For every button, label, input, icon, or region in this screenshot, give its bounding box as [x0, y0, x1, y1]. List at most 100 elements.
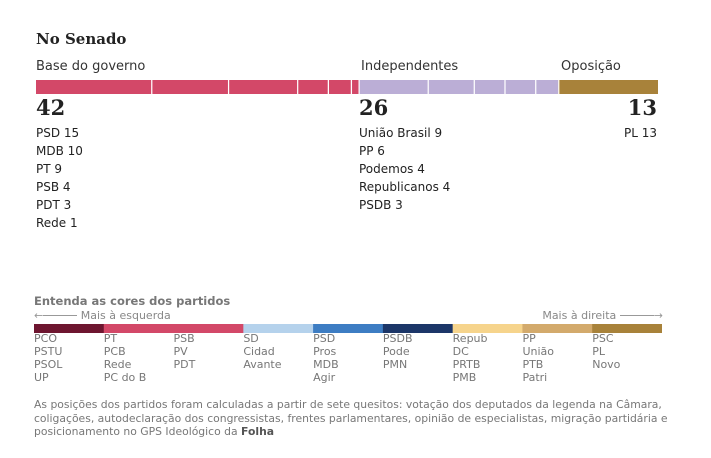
right-arrow-label: Mais à direita → — [542, 309, 663, 322]
left-label-text: Mais à esquerda — [80, 309, 171, 322]
chart-title: No Senado — [36, 30, 127, 48]
seat-segment-psd — [36, 80, 152, 94]
color-scale-block — [313, 324, 384, 333]
total-independentes: 26 — [359, 95, 389, 120]
color-scale-block — [592, 324, 662, 333]
segment-divider — [504, 80, 506, 94]
seat-segment-podemos — [473, 80, 505, 94]
footnote-text: As posições dos partidos foram calculada… — [34, 398, 668, 438]
scale-party-name: PMB — [452, 371, 477, 384]
scale-party-name: UP — [34, 371, 49, 384]
right-label-text: Mais à direita — [542, 309, 617, 322]
seat-segment-pt — [227, 80, 298, 94]
scale-party-name: PDT — [173, 358, 196, 371]
segment-divider — [535, 80, 537, 94]
segment-divider — [297, 80, 299, 94]
scale-party-name: Cidad — [243, 345, 275, 358]
senate-seat-bar — [36, 80, 658, 94]
color-scale-block — [34, 324, 105, 333]
scale-party-name: PSOL — [34, 358, 63, 371]
scale-party-name: PRTB — [452, 358, 481, 371]
total-oposicao: 13 — [627, 95, 657, 120]
color-scale-block — [173, 324, 244, 333]
party-item: União Brasil 9 — [359, 126, 443, 140]
scale-party-column: PCO PSTU PSOL UP — [34, 332, 62, 384]
scale-party-name: União — [522, 345, 554, 358]
scale-party-column: PT PCB Rede PC do B — [104, 332, 147, 384]
legend-title: Entenda as cores dos partidos — [34, 294, 231, 308]
party-item: PSD 15 — [36, 126, 80, 140]
segment-divider — [427, 80, 429, 94]
scale-party-name: PP — [522, 332, 536, 345]
color-scale — [34, 324, 662, 333]
scale-party-name: Novo — [592, 358, 621, 371]
color-scale-block — [103, 324, 175, 333]
scale-party-name: Patri — [522, 371, 548, 384]
scale-party-column: SD Cidad Avante — [243, 332, 281, 371]
scale-party-name: Avante — [243, 358, 282, 371]
color-scale-block — [243, 324, 314, 333]
scale-party-name: PL — [592, 345, 605, 358]
scale-party-name: PMN — [382, 358, 408, 371]
scale-party-name: PSB — [173, 332, 195, 345]
seat-segment-pdt — [327, 80, 351, 94]
segment-divider — [558, 80, 560, 94]
party-item: Podemos 4 — [359, 162, 425, 176]
seat-segment-rede — [350, 80, 359, 94]
scale-party-name: PCB — [103, 345, 126, 358]
party-item: MDB 10 — [36, 144, 83, 158]
seat-segment-mdb — [151, 80, 228, 94]
left-arrow-label: ← Mais à esquerda — [34, 309, 171, 322]
scale-party-name: DC — [452, 345, 469, 358]
footnote: As posições dos partidos foram calculada… — [34, 398, 674, 439]
color-scale-block — [522, 324, 593, 333]
segment-divider — [227, 80, 230, 94]
scale-party-name: SD — [243, 332, 259, 345]
scale-party-column: PSD Pros MDB Agir — [313, 332, 339, 384]
scale-party-name: Agir — [313, 371, 336, 384]
party-item: PSDB 3 — [359, 198, 403, 212]
scale-party-name: PSDB — [382, 332, 413, 345]
segment-divider — [473, 80, 475, 94]
segment-divider — [350, 80, 353, 94]
group-label-oposicao: Oposição — [561, 59, 621, 74]
seat-segment-união-brasil — [358, 80, 428, 94]
scale-party-name: PCO — [34, 332, 57, 345]
scale-party-name: MDB — [313, 358, 339, 371]
arrow-right-icon: → — [653, 309, 663, 322]
party-list-base: PSD 15 MDB 10 PT 9 PSB 4 PDT 3 Rede 1 — [36, 124, 83, 232]
scale-party-name: PSC — [592, 332, 614, 345]
seat-segment-pl — [558, 80, 658, 94]
party-item: PDT 3 — [36, 198, 72, 212]
scale-party-column: PSDB Pode PMN — [383, 332, 413, 371]
scale-party-name: PV — [173, 345, 188, 358]
scale-party-column: PSC PL Novo — [592, 332, 620, 371]
scale-party-column: PSB PV PDT — [174, 332, 196, 371]
scale-party-name: PT — [103, 332, 118, 345]
scale-party-name: Rede — [103, 358, 132, 371]
scale-party-name: Pode — [382, 345, 410, 358]
party-item: Republicanos 4 — [359, 180, 451, 194]
color-scale-block — [382, 324, 454, 333]
party-item: PL 13 — [623, 126, 657, 140]
scale-party-name: Pros — [313, 345, 337, 358]
scale-party-name: PSTU — [34, 345, 63, 358]
party-item: PP 6 — [359, 144, 385, 158]
scale-party-name: PSD — [313, 332, 336, 345]
group-label-independentes: Independentes — [361, 59, 459, 74]
party-list-independentes: União Brasil 9 PP 6 Podemos 4 Republican… — [359, 124, 450, 214]
footnote-source: Folha — [241, 425, 275, 438]
seat-segment-republicanos — [504, 80, 536, 94]
total-base: 42 — [36, 95, 66, 120]
seat-segment-psb — [297, 80, 328, 94]
party-item: PT 9 — [36, 162, 63, 176]
arrow-left-icon: ← — [34, 309, 44, 322]
group-label-base: Base do governo — [36, 59, 146, 74]
party-item: PSB 4 — [36, 180, 71, 194]
color-scale-block — [452, 324, 523, 333]
scale-party-name: Repub — [452, 332, 488, 345]
seat-segment-pp — [427, 80, 474, 94]
segment-divider — [151, 80, 153, 94]
segment-divider — [358, 80, 360, 94]
scale-party-column: PP União PTB Patri — [522, 332, 554, 384]
